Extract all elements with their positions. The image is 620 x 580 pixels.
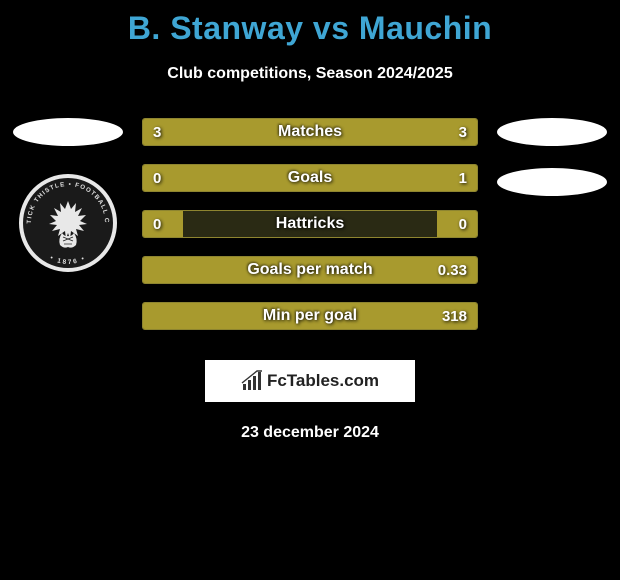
footer-date: 23 december 2024 <box>0 424 620 442</box>
stat-bar-left-fill <box>143 211 183 237</box>
page-title: B. Stanway vs Mauchin <box>0 0 620 47</box>
stat-label: Matches <box>278 123 342 141</box>
right-ellipse-second <box>497 168 607 196</box>
right-badge-column <box>492 118 612 348</box>
stat-bar-row: Min per goal 318 <box>142 302 478 330</box>
stats-bars: 3 Matches 3 0 Goals 1 0 Hattricks 0 Goals per mat… <box>128 118 492 348</box>
comparison-content: PARTICK THISTLE • FOOTBALL CLUB • 1876 •… <box>0 118 620 348</box>
left-ellipse-top <box>13 118 123 146</box>
stat-value-right: 318 <box>442 308 467 325</box>
stat-value-right: 0.33 <box>438 262 467 279</box>
crest-ring-text-icon: PARTICK THISTLE • FOOTBALL CLUB • 1876 • <box>19 174 117 272</box>
stat-value-right: 0 <box>459 216 467 233</box>
stat-value-left: 0 <box>153 216 161 233</box>
stat-bar-row: 3 Matches 3 <box>142 118 478 146</box>
stat-label: Goals <box>288 169 332 187</box>
stat-bar-row: 0 Goals 1 <box>142 164 478 192</box>
page-subtitle: Club competitions, Season 2024/2025 <box>0 65 620 83</box>
left-badge-column: PARTICK THISTLE • FOOTBALL CLUB • 1876 • <box>8 118 128 348</box>
brand-box: FcTables.com <box>205 360 415 402</box>
stat-label: Hattricks <box>276 215 344 233</box>
left-club-crest: PARTICK THISTLE • FOOTBALL CLUB • 1876 • <box>19 174 117 272</box>
brand-chart-icon <box>241 370 263 392</box>
stat-value-right: 3 <box>459 124 467 141</box>
svg-text:PARTICK THISTLE • FOOTBALL CLU: PARTICK THISTLE • FOOTBALL CLUB <box>19 174 110 224</box>
stat-value-left: 3 <box>153 124 161 141</box>
stat-bar-row: 0 Hattricks 0 <box>142 210 478 238</box>
stat-label: Min per goal <box>263 307 357 325</box>
stat-value-right: 1 <box>459 170 467 187</box>
stat-bar-row: Goals per match 0.33 <box>142 256 478 284</box>
stat-bar-right-fill <box>437 211 477 237</box>
right-ellipse-top <box>497 118 607 146</box>
stat-value-left: 0 <box>153 170 161 187</box>
brand-label: FcTables.com <box>267 371 379 391</box>
svg-text:• 1876 •: • 1876 • <box>49 254 88 266</box>
stat-label: Goals per match <box>247 261 372 279</box>
